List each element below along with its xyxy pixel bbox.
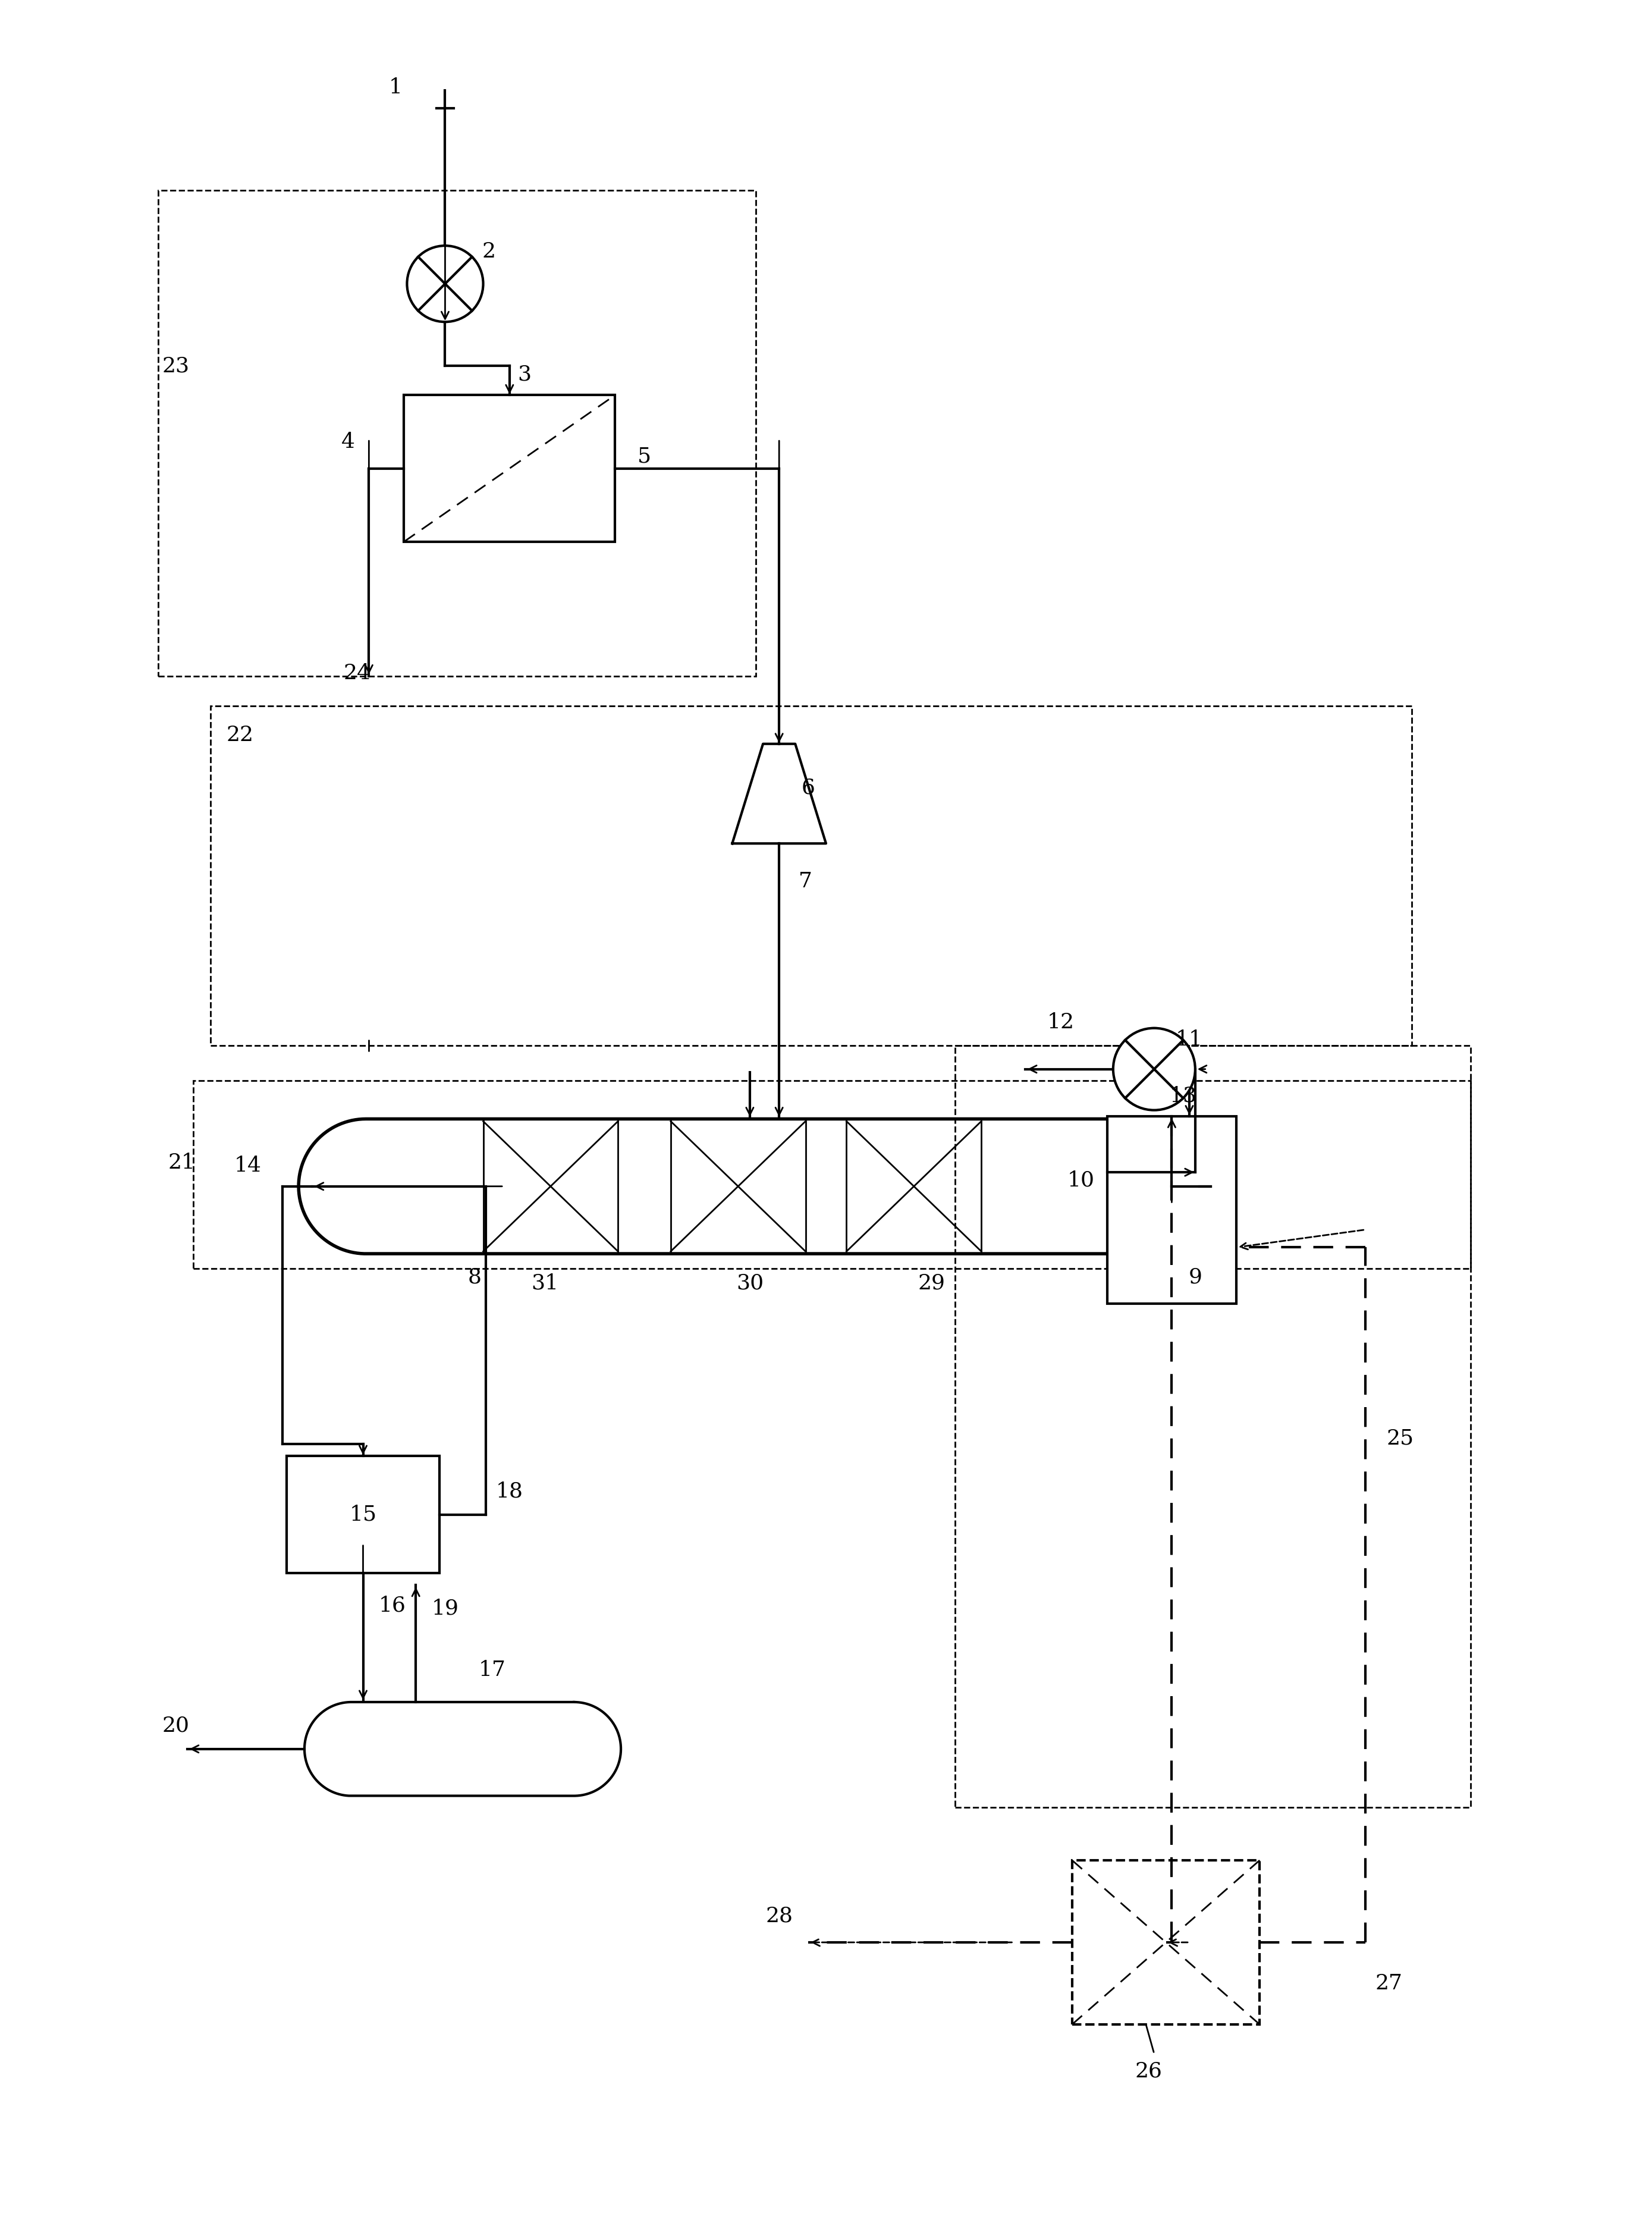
Text: 9: 9	[1188, 1268, 1203, 1288]
Text: 1: 1	[388, 78, 401, 98]
Text: 13: 13	[1170, 1085, 1198, 1105]
Text: 11: 11	[1176, 1029, 1203, 1049]
Text: 15: 15	[349, 1504, 377, 1524]
Polygon shape	[299, 1118, 1213, 1254]
Text: 24: 24	[344, 663, 370, 683]
Bar	[405, 395, 615, 542]
Text: 17: 17	[479, 1661, 506, 1681]
Bar	[193, 1080, 1470, 1268]
Bar	[955, 1045, 1470, 1808]
Circle shape	[406, 246, 482, 321]
Bar	[211, 705, 1412, 1045]
Text: 5: 5	[638, 446, 651, 466]
Circle shape	[1113, 1029, 1194, 1109]
Text: 4: 4	[342, 433, 355, 453]
Text: 28: 28	[765, 1906, 793, 1926]
Text: 26: 26	[1135, 2060, 1161, 2082]
Text: 14: 14	[235, 1156, 261, 1176]
Text: 16: 16	[378, 1596, 406, 1616]
Text: 3: 3	[517, 364, 530, 384]
Text: 20: 20	[162, 1716, 190, 1736]
Polygon shape	[304, 1703, 621, 1797]
Text: 8: 8	[468, 1268, 481, 1288]
Bar	[1107, 1116, 1236, 1303]
Text: 7: 7	[798, 870, 813, 893]
Text: 6: 6	[801, 777, 814, 797]
Bar	[1072, 1859, 1259, 2024]
Text: 21: 21	[169, 1152, 195, 1174]
Text: 30: 30	[737, 1272, 763, 1292]
Polygon shape	[732, 743, 826, 844]
Bar	[159, 190, 755, 676]
Text: 19: 19	[431, 1598, 459, 1618]
Text: 31: 31	[530, 1272, 558, 1292]
Text: 2: 2	[482, 241, 496, 261]
Text: 23: 23	[162, 355, 190, 375]
Text: 10: 10	[1067, 1170, 1095, 1190]
Text: 12: 12	[1047, 1011, 1074, 1033]
Text: 18: 18	[496, 1482, 524, 1502]
Text: 29: 29	[919, 1272, 945, 1292]
Text: 22: 22	[226, 725, 254, 745]
Text: 27: 27	[1374, 1973, 1403, 1993]
Text: 25: 25	[1386, 1428, 1414, 1449]
Bar	[287, 1455, 439, 1574]
